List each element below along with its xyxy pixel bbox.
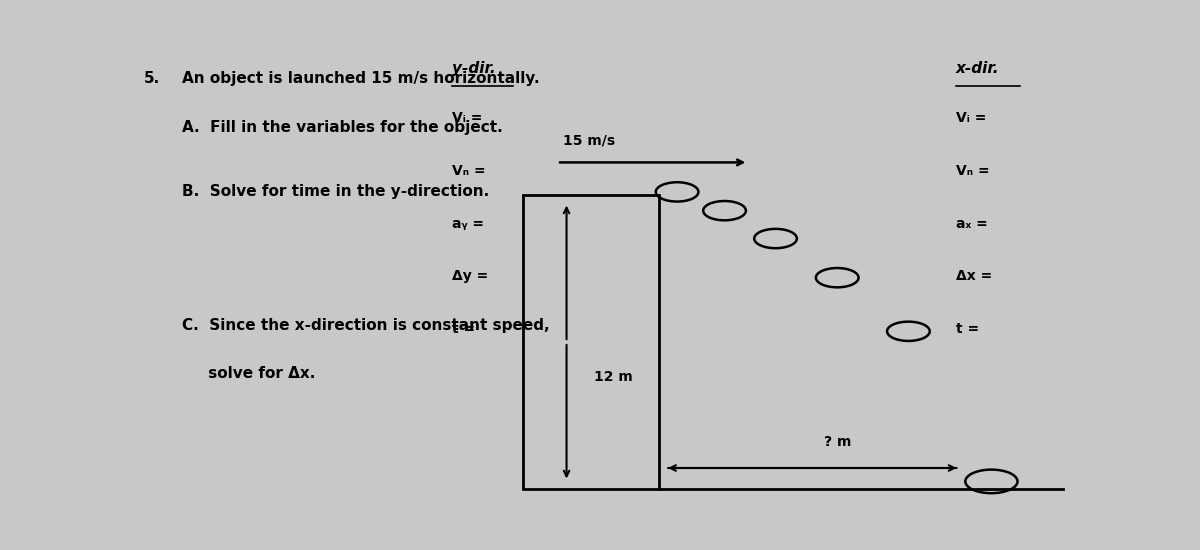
Text: A.  Fill in the variables for the object.: A. Fill in the variables for the object. (182, 119, 503, 135)
Text: 15 m/s: 15 m/s (563, 134, 616, 147)
Bar (523, 195, 659, 490)
Text: Δy =: Δy = (451, 269, 488, 283)
Text: aᵧ =: aᵧ = (451, 217, 484, 230)
Text: y-dir.: y-dir. (451, 60, 496, 75)
Text: aₓ =: aₓ = (956, 217, 988, 230)
Text: C.  Since the x-direction is constant speed,: C. Since the x-direction is constant spe… (182, 318, 550, 333)
Text: Δx =: Δx = (956, 269, 992, 283)
Text: Vᵢ =: Vᵢ = (956, 112, 986, 125)
Text: Vₙ =: Vₙ = (451, 164, 485, 178)
Text: 5.: 5. (143, 72, 160, 86)
Text: Vᵢ =: Vᵢ = (451, 112, 482, 125)
Text: solve for Δx.: solve for Δx. (182, 366, 316, 381)
Text: 12 m: 12 m (594, 370, 632, 384)
Text: ? m: ? m (823, 435, 851, 449)
Text: B.  Solve for time in the y-direction.: B. Solve for time in the y-direction. (182, 184, 490, 199)
Text: t =: t = (451, 322, 475, 336)
Text: x-dir.: x-dir. (956, 60, 1000, 75)
Text: t =: t = (956, 322, 979, 336)
Text: An object is launched 15 m/s horizontally.: An object is launched 15 m/s horizontall… (182, 72, 540, 86)
Text: Vₙ =: Vₙ = (956, 164, 990, 178)
